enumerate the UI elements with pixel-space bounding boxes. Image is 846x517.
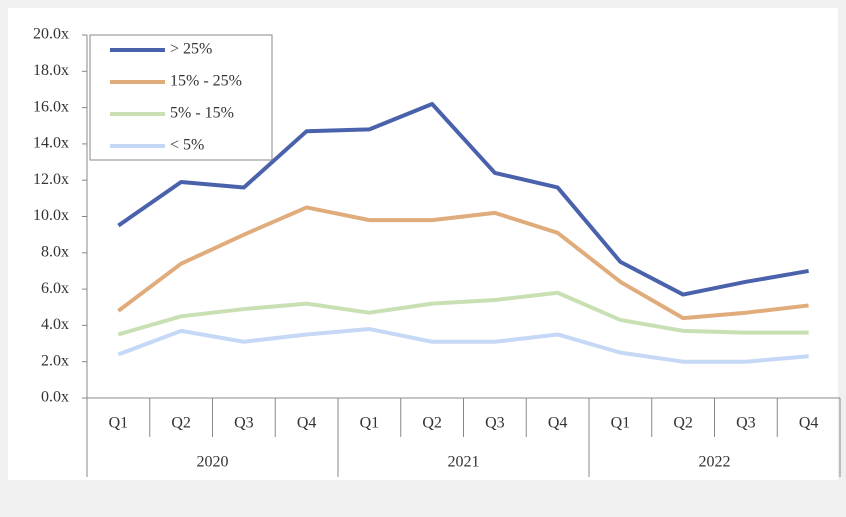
x-tick-label: Q1 <box>109 415 129 432</box>
legend-label: > 25% <box>170 41 212 58</box>
x-tick-label: Q4 <box>548 415 568 432</box>
y-tick-label: 12.0x <box>33 171 69 188</box>
series-line <box>117 205 809 321</box>
group-label: 2021 <box>448 454 480 471</box>
y-tick-label: 14.0x <box>33 135 69 152</box>
legend-label: 15% - 25% <box>170 73 242 90</box>
series-line <box>117 327 809 364</box>
y-tick-label: 8.0x <box>41 243 69 260</box>
series-line <box>117 101 809 297</box>
group-label: 2022 <box>699 454 731 471</box>
legend-label: 5% - 15% <box>170 105 234 122</box>
legend-box <box>89 34 273 161</box>
x-tick-label: Q4 <box>799 415 819 432</box>
y-tick-label: 10.0x <box>33 207 69 224</box>
legend: > 25% 15% - 25% 5% - 15% < 5% <box>89 34 273 161</box>
x-tick-label: Q2 <box>673 415 693 432</box>
y-tick-label: 0.0x <box>41 389 69 406</box>
x-tick-label: Q3 <box>736 415 756 432</box>
y-tick-label: 20.0x <box>33 26 69 43</box>
x-tick-label: Q2 <box>171 415 191 432</box>
series-line <box>117 290 809 337</box>
x-tick-label: Q2 <box>422 415 442 432</box>
y-tick-label: 16.0x <box>33 98 69 115</box>
y-tick-label: 4.0x <box>41 316 69 333</box>
y-tick-label: 2.0x <box>41 352 69 369</box>
x-tick-label: Q4 <box>297 415 317 432</box>
y-tick-label: 6.0x <box>41 280 69 297</box>
y-tick-label: 18.0x <box>33 62 69 79</box>
legend-label: < 5% <box>170 137 204 154</box>
x-tick-label: Q1 <box>611 415 631 432</box>
x-tick-label: Q1 <box>360 415 380 432</box>
group-label: 2020 <box>197 454 229 471</box>
x-tick-label: Q3 <box>485 415 505 432</box>
x-tick-label: Q3 <box>234 415 254 432</box>
